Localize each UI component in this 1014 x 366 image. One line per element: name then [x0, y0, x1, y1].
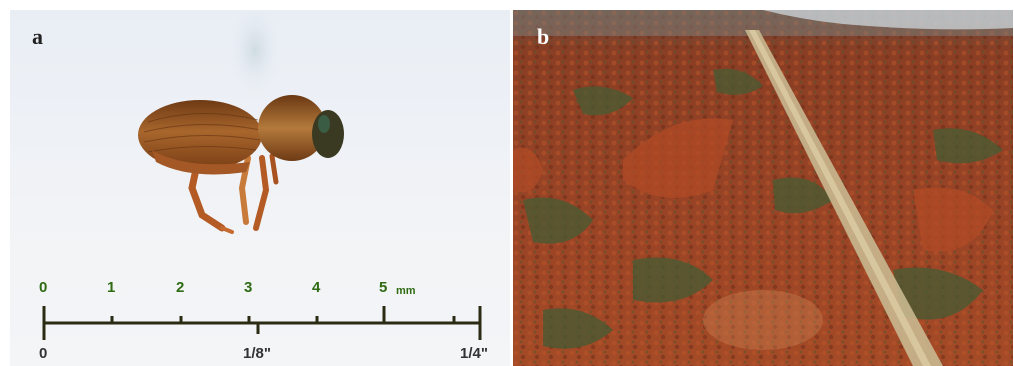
scale-label-2mm: 2 — [176, 279, 185, 296]
scale-bar — [42, 306, 482, 340]
sunlight-bloom — [703, 290, 823, 350]
scale-label-eighth-inch: 1/8" — [243, 345, 271, 362]
beetle-thorax — [258, 95, 326, 161]
beetle-elytra — [138, 100, 262, 170]
distant-water — [763, 10, 1013, 30]
scale-unit-mm: mm — [396, 285, 416, 297]
panel-b-aerial-forest-photo: b — [513, 10, 1013, 366]
panel-label-a: a — [32, 24, 43, 49]
beetle-underside — [152, 150, 250, 175]
scale-label-4mm: 4 — [312, 279, 321, 296]
scale-label-5mm: 5 — [379, 279, 388, 296]
scale-label-3mm: 3 — [244, 279, 253, 296]
dead-tree-patches — [513, 118, 993, 252]
scale-label-quarter-inch: 1/4" — [460, 345, 488, 362]
shadow-blur — [227, 10, 283, 100]
green-tree-patches — [523, 68, 1003, 349]
scale-label-0in: 0 — [39, 345, 48, 362]
elytra-striations — [143, 112, 261, 153]
beetle-head — [312, 110, 344, 158]
panel-label-b: b — [537, 24, 550, 49]
scale-label-0mm: 0 — [39, 279, 48, 296]
beetle-eye — [318, 115, 330, 133]
panel-a-beetle-photo: a 0 1 2 3 4 5 mm 0 1/8" 1/4" — [10, 10, 510, 366]
scale-label-1mm: 1 — [107, 279, 116, 296]
aerial-forest-illustration — [513, 10, 1013, 366]
beetle-illustration — [42, 10, 482, 340]
logging-road-highlight — [749, 30, 931, 366]
